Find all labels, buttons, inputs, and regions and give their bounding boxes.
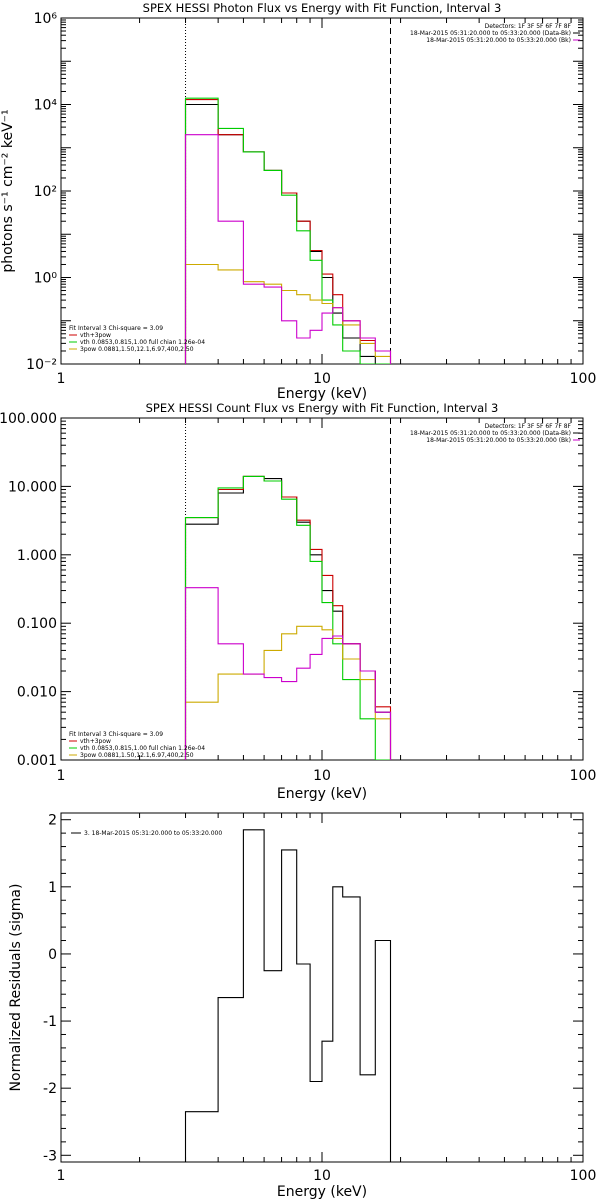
y-tick-label: -1 xyxy=(43,1014,57,1030)
x-tick-label: 1 xyxy=(57,371,66,387)
x-tick-label: 10 xyxy=(313,1168,331,1184)
y-tick-label: 2 xyxy=(48,813,57,829)
x-axis-label: Energy (keV) xyxy=(277,1184,367,1200)
x-tick-label: 10 xyxy=(313,371,331,387)
series-bk xyxy=(184,134,392,364)
legend-entry: Fit Interval 3 Chi-square = 3.09 xyxy=(69,731,163,738)
legend-entry: 3pow 0.0881,1.50,12.1,6.97,400,2.50 xyxy=(80,346,194,353)
x-tick-label: 1 xyxy=(57,768,66,784)
panel-3: 1 10 100 Energy (keV) -3 -2 -1 0 1 2 Normalized Re… xyxy=(8,812,597,1200)
series-bk xyxy=(184,587,392,760)
plot-frame xyxy=(60,812,584,1163)
legend-entry: Fit Interval 3 Chi-square = 3.09 xyxy=(69,325,163,332)
chart-title: SPEX HESSI Photon Flux vs Energy with Fi… xyxy=(143,1,502,15)
legend-entry: 3pow 0.0881,1.50,12.1,6.97,400,2.50 xyxy=(80,752,194,759)
x-tick-label: 100 xyxy=(570,768,597,784)
legend-entry: 18-Mar-2015 05:31:20.000 to 05:33:20.000… xyxy=(426,37,571,44)
legend-entry: 3. 18-Mar-2015 05:31:20.000 to 05:33:20.… xyxy=(84,830,222,837)
x-tick-label: 10 xyxy=(313,768,331,784)
panel-1: SPEX HESSI Photon Flux vs Energy with Fi… xyxy=(0,1,596,402)
x-axis-label: Energy (keV) xyxy=(277,386,367,402)
series-3-18-mar-2015-05-31-20-000-to-05-33-20-000 xyxy=(184,829,392,1162)
plot-frame xyxy=(60,17,584,365)
y-tick-label: 0.010 xyxy=(17,685,57,701)
y-tick-label: 100.000 xyxy=(0,411,57,427)
y-tick-label: 0 xyxy=(48,947,57,963)
legend-entry: 18-Mar-2015 05:31:20.000 to 05:33:20.000… xyxy=(426,437,571,444)
y-axis-label: Normalized Residuals (sigma) xyxy=(8,884,24,1092)
legend-entry: Detectors: 1F 3F 5F 6F 7F 8F xyxy=(485,23,572,30)
y-tick-label: 10⁻² xyxy=(26,357,57,373)
y-axis-label: photons s⁻¹ cm⁻² keV⁻¹ xyxy=(0,109,16,272)
series-3pow xyxy=(184,625,392,760)
legend-entry: vth 0.0853,0.815,1.00 full chian 1.26e-0… xyxy=(80,745,205,752)
y-tick-label: 10⁴ xyxy=(34,98,58,114)
y-tick-label: 1 xyxy=(48,880,57,896)
x-tick-label: 100 xyxy=(570,1168,597,1184)
y-tick-label: 1.000 xyxy=(17,548,57,564)
y-tick-label: -2 xyxy=(43,1081,57,1097)
legend-entry: 18-Mar-2015 05:31:20.000 to 05:33:20.000… xyxy=(410,430,571,437)
legend-entry: vth+3pow xyxy=(80,738,111,745)
y-tick-label: 10.000 xyxy=(8,479,57,495)
chart-title: SPEX HESSI Count Flux vs Energy with Fit… xyxy=(146,401,499,415)
y-tick-label: 10⁰ xyxy=(34,271,58,287)
y-tick-label: 0.100 xyxy=(17,616,57,632)
series-vth xyxy=(184,475,391,760)
x-axis-label: Energy (keV) xyxy=(277,786,367,802)
legend-entry: vth 0.0853,0.815,1.00 full chian 1.26e-0… xyxy=(80,339,205,346)
y-tick-label: 10⁶ xyxy=(34,11,58,27)
x-tick-label: 1 xyxy=(57,1168,66,1184)
series-vth xyxy=(184,97,391,364)
panel-2: SPEX HESSI Count Flux vs Energy with Fit… xyxy=(0,401,596,802)
x-tick-label: 100 xyxy=(570,371,597,387)
y-tick-label: -3 xyxy=(43,1148,57,1164)
y-tick-label: 0.001 xyxy=(17,753,57,769)
legend-entry: 18-Mar-2015 05:31:20.000 to 05:33:20.000… xyxy=(410,30,571,37)
legend-entry: Detectors: 1F 3F 5F 6F 7F 8F xyxy=(485,423,572,430)
y-tick-label: 10² xyxy=(34,184,57,200)
legend-entry: vth+3pow xyxy=(80,332,111,339)
